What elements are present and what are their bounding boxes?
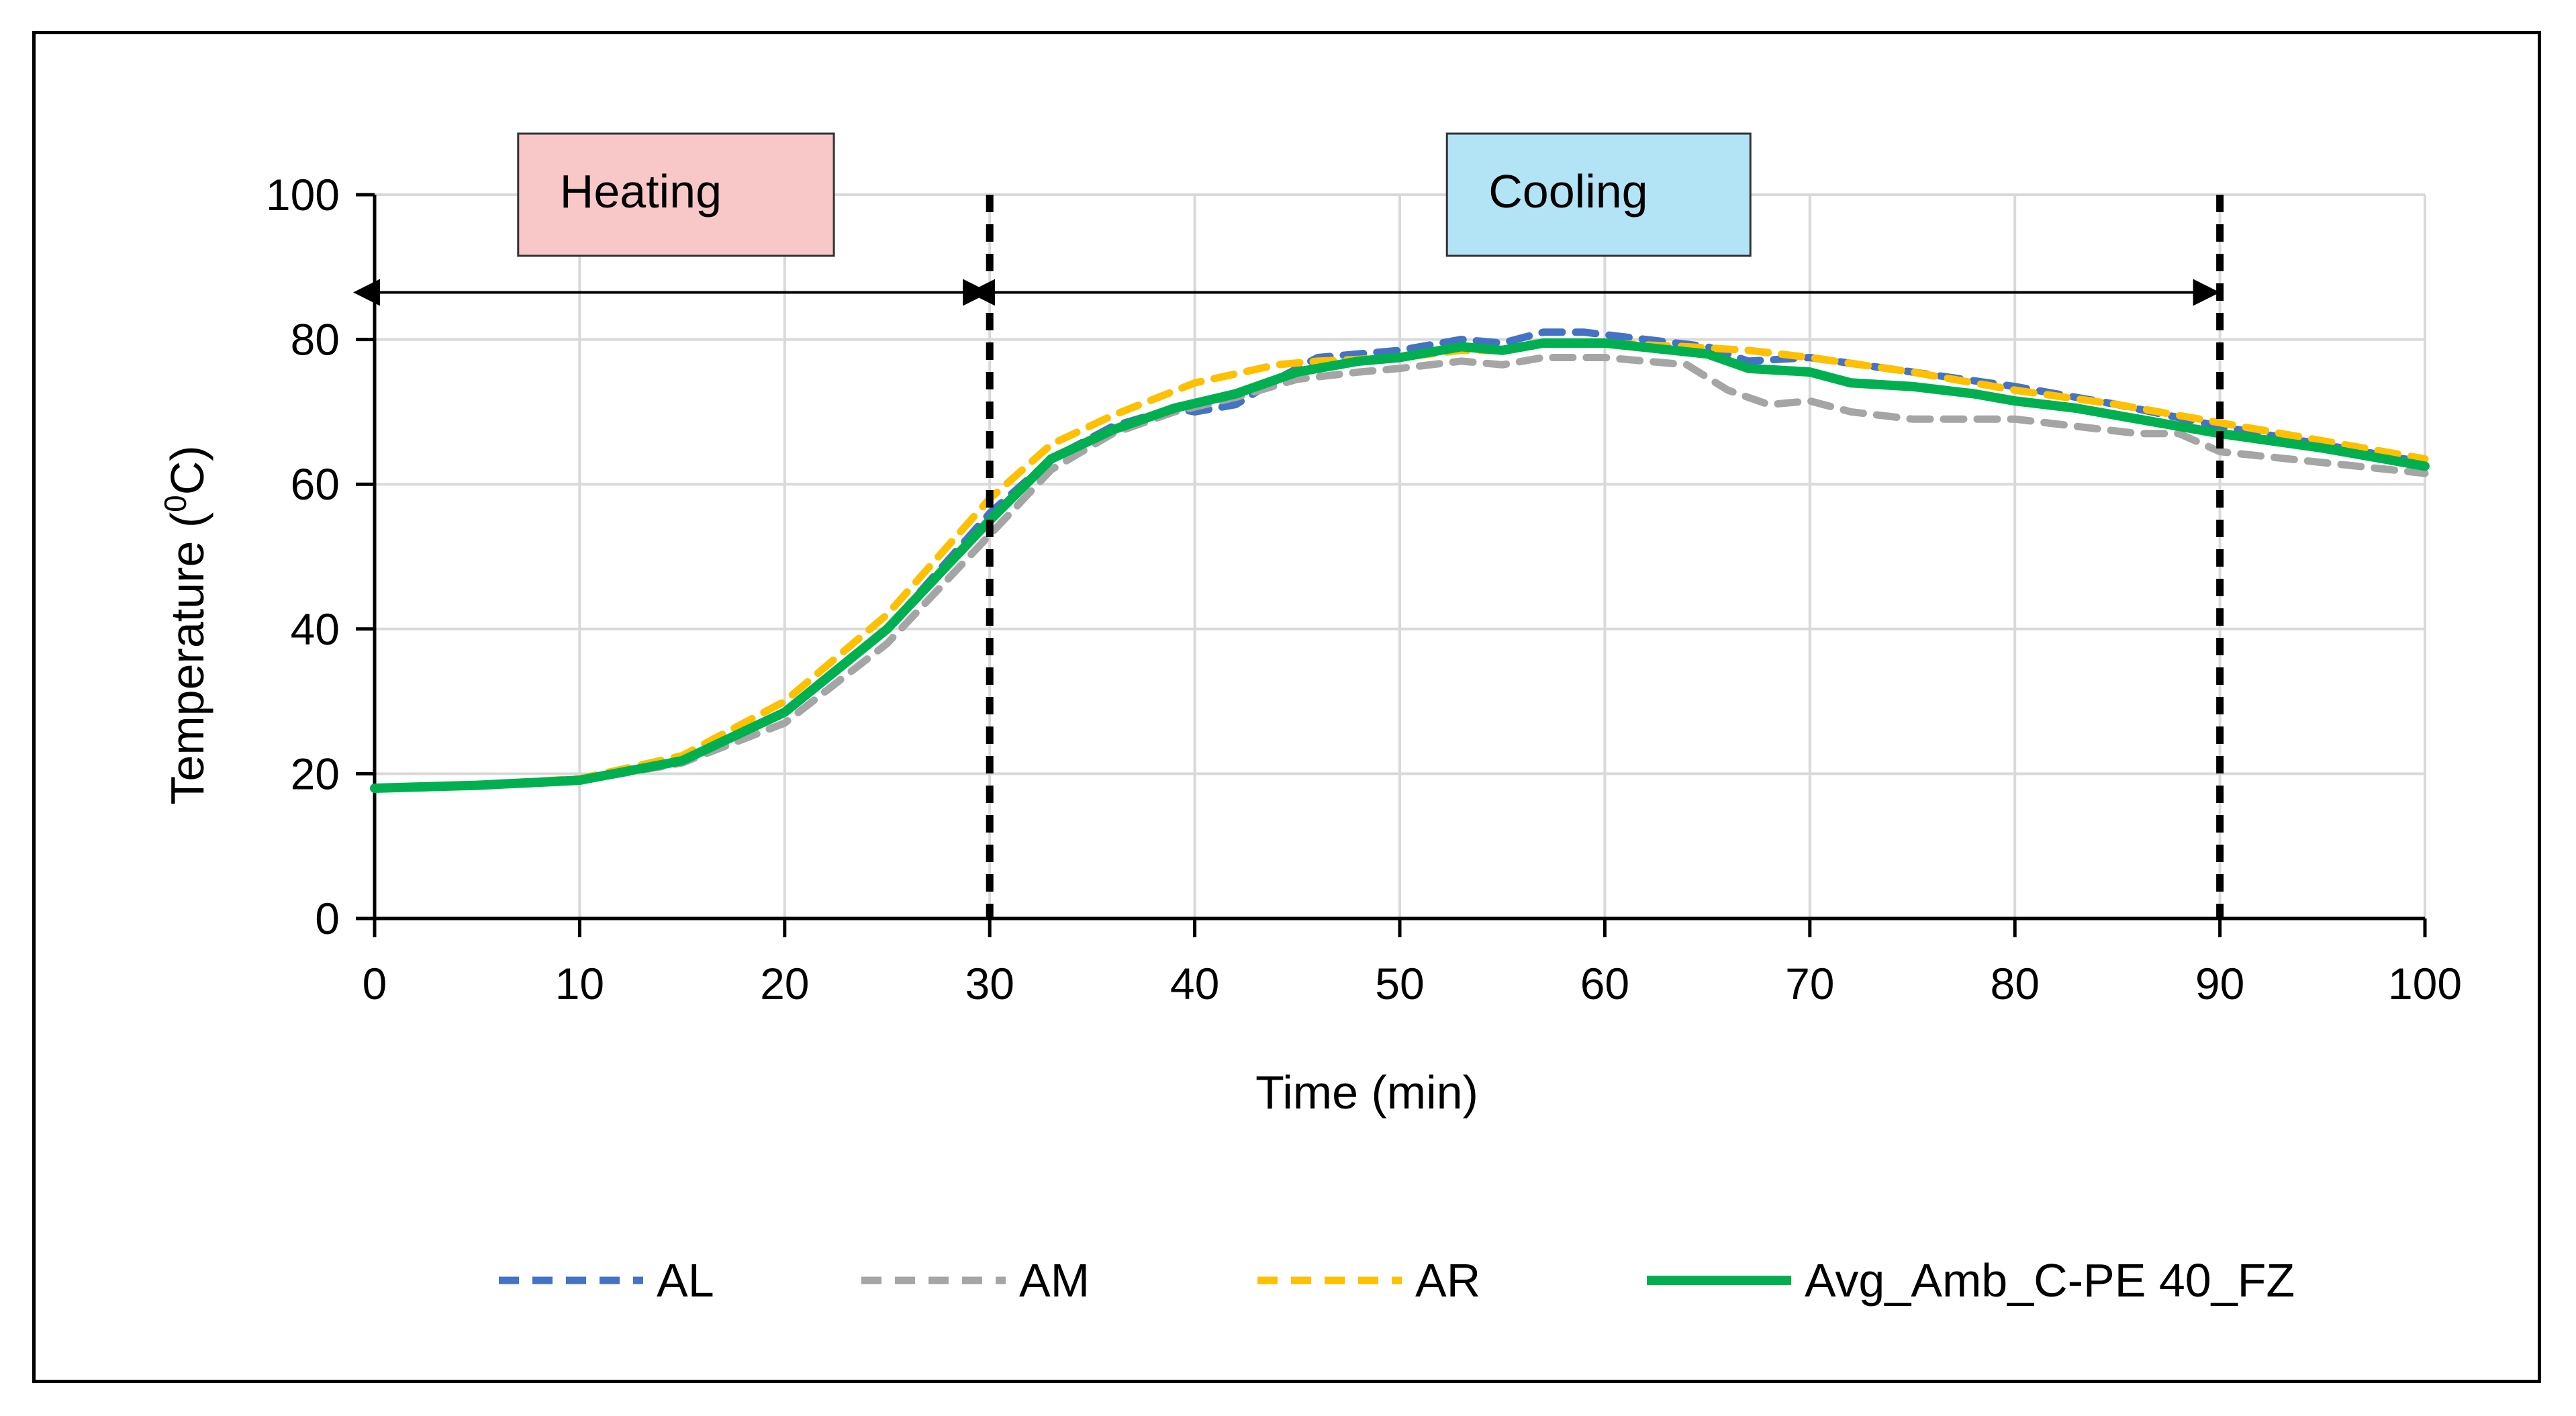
- x-tick-label: 0: [363, 959, 387, 1008]
- x-tick-label: 20: [760, 959, 809, 1008]
- x-tick-label: 60: [1580, 959, 1629, 1008]
- x-tick-label: 100: [2388, 959, 2462, 1008]
- legend-label: Avg_Amb_C-PE 40_FZ: [1805, 1254, 2295, 1307]
- axes: [356, 193, 2427, 937]
- legend-label: AM: [1019, 1254, 1090, 1307]
- series-line-avg-amb-c-pe-40-fz: [370, 338, 2430, 793]
- y-axis-title-superscript: 0: [158, 495, 193, 512]
- line-chart: Heating Cooling 0 10 20 30 40 50 60 70 80 90 100 0 2…: [158, 132, 2462, 1307]
- x-tick-label: 30: [965, 959, 1014, 1008]
- y-tick-label: 0: [315, 894, 340, 943]
- legend-label: AL: [657, 1254, 714, 1307]
- phase-annotations: Heating Cooling: [353, 132, 2224, 918]
- x-tick-label: 10: [555, 959, 604, 1008]
- y-axis-title-unit: C): [161, 445, 213, 495]
- y-tick-label: 60: [291, 459, 340, 509]
- y-axis-title: Temperature (0C): [158, 445, 213, 804]
- cooling-phase-label: Cooling: [1488, 165, 1648, 218]
- legend: AL AM AR Avg_Amb_C-PE 40_FZ: [499, 1254, 2295, 1307]
- heating-phase-box: [517, 132, 835, 257]
- x-tick-label: 40: [1170, 959, 1219, 1008]
- y-tick-label: 20: [291, 749, 340, 798]
- x-tick-label: 80: [1990, 959, 2039, 1008]
- y-tick-labels: 0 20 40 60 80 100: [266, 170, 340, 943]
- heating-phase-label: Heating: [560, 165, 722, 218]
- cooling-phase-box: [1445, 132, 1752, 257]
- x-tick-label: 70: [1785, 959, 1834, 1008]
- series-line-am: [371, 354, 2429, 792]
- x-tick-label: 90: [2195, 959, 2244, 1008]
- y-tick-label: 80: [291, 315, 340, 365]
- series-group: [370, 328, 2430, 793]
- y-tick-label: 40: [291, 604, 340, 654]
- x-tick-label: 50: [1375, 959, 1424, 1008]
- chart-frame: Heating Cooling 0 10 20 30 40 50 60 70 80 90 100 0 2…: [32, 31, 2541, 1383]
- y-axis-title-main: Temperature (: [161, 512, 213, 805]
- grid: [375, 193, 2426, 918]
- y-tick-label: 100: [266, 170, 340, 220]
- x-tick-labels: 0 10 20 30 40 50 60 70 80 90 100: [363, 959, 2462, 1008]
- legend-label: AR: [1415, 1254, 1480, 1307]
- x-axis-title: Time (min): [1255, 1066, 1478, 1119]
